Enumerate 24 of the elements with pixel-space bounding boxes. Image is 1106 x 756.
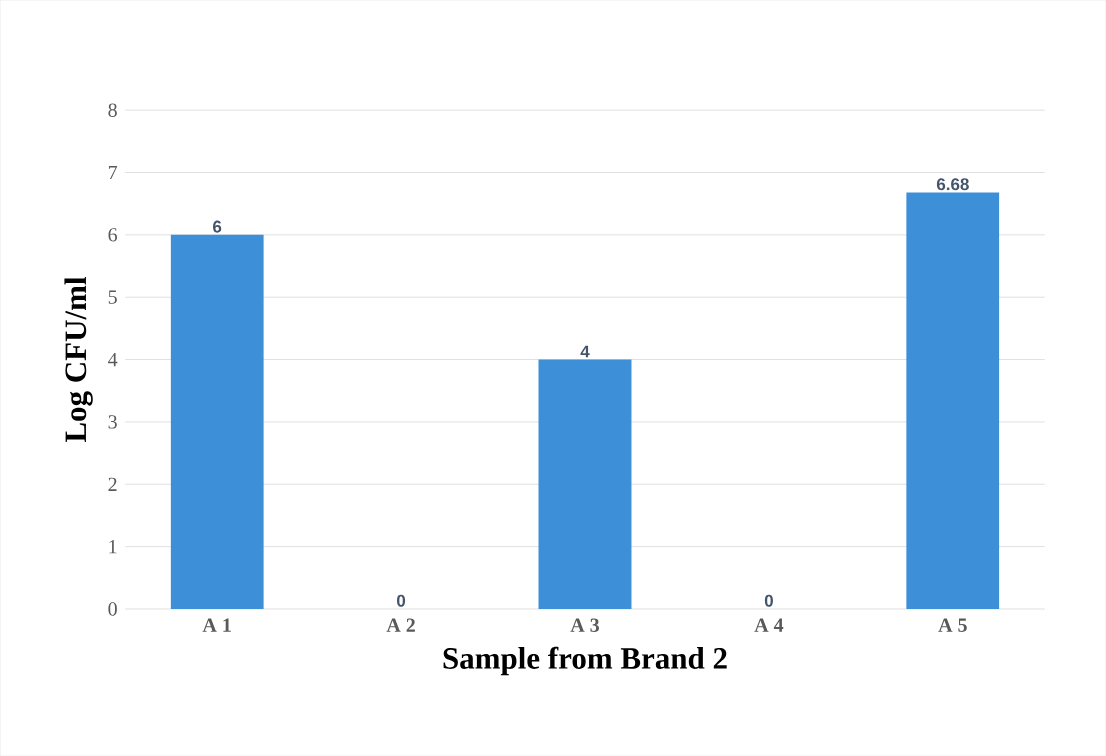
y-tick-label: 6 [108, 228, 118, 242]
y-tick-label: 0 [108, 602, 117, 616]
x-tick-label: A 4 [754, 618, 784, 632]
data-label: 6.68 [936, 178, 969, 191]
data-label: 4 [580, 345, 590, 358]
y-axis-title: Log CFU/ml [64, 277, 93, 443]
y-tick-label: 1 [109, 539, 117, 554]
y-tick-label: 4 [108, 352, 118, 367]
data-label: 0 [764, 594, 773, 607]
y-tick-label: 2 [108, 477, 117, 491]
bar [170, 234, 264, 609]
bar [538, 359, 632, 609]
x-axis-title: Sample from Brand 2 [443, 646, 727, 676]
bar [906, 192, 1000, 609]
x-tick-label: A 3 [570, 618, 599, 632]
data-label: 0 [397, 594, 406, 607]
x-tick-label: A 1 [202, 618, 231, 632]
y-tick-label: 5 [108, 290, 117, 304]
y-tick-label: 7 [108, 165, 118, 179]
y-tick-label: 3 [108, 415, 117, 429]
y-tick-label: 8 [108, 103, 117, 117]
x-tick-label: A 2 [386, 618, 415, 632]
x-tick-label: A 5 [938, 618, 967, 632]
data-label: 6 [213, 220, 222, 233]
